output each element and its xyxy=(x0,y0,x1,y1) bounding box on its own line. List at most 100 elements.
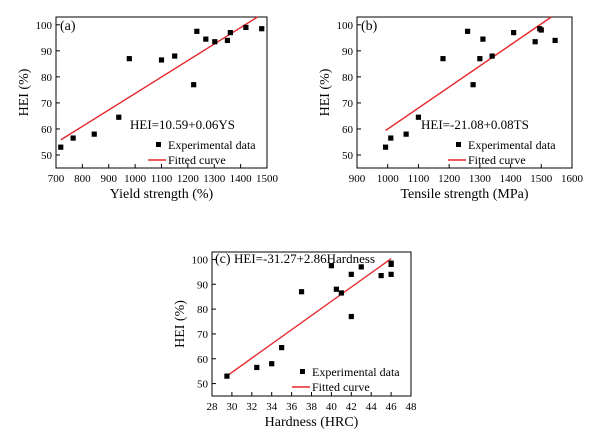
legend-label-fit: Fitted curve xyxy=(312,380,370,394)
fit-line-group xyxy=(385,16,552,132)
y-tick-labels: 50 60 70 80 90 100 xyxy=(337,20,354,162)
data-point xyxy=(259,26,265,32)
y-axis-label: HEI (%) xyxy=(173,300,188,348)
x-tick-label: 1200 xyxy=(177,173,200,185)
x-tick-label: 44 xyxy=(366,401,378,413)
data-point xyxy=(328,263,334,269)
points-group xyxy=(58,24,265,150)
data-point xyxy=(333,286,339,292)
x-axis-label: Hardness (HRC) xyxy=(265,415,359,430)
x-tick-marks xyxy=(55,164,268,168)
data-point xyxy=(70,135,76,141)
x-tick-labels: 900 1000 1100 1200 1300 1400 1500 1600 xyxy=(349,173,584,185)
x-tick-label: 30 xyxy=(226,401,238,413)
data-point xyxy=(172,53,178,59)
data-point xyxy=(511,30,517,36)
y-tick-label: 50 xyxy=(197,379,209,391)
data-point xyxy=(224,37,231,44)
data-point xyxy=(227,30,233,36)
x-tick-marks xyxy=(211,392,412,396)
data-point xyxy=(243,24,249,31)
y-tick-label: 60 xyxy=(342,124,354,136)
data-point xyxy=(191,82,197,88)
x-tick-label: 32 xyxy=(246,401,257,413)
data-point xyxy=(464,28,471,34)
data-point xyxy=(552,37,558,44)
legend-marker-square xyxy=(456,142,461,147)
x-tick-label: 1300 xyxy=(203,173,226,185)
data-point xyxy=(91,131,97,137)
y-tick-label: 50 xyxy=(41,150,53,162)
fit-line-group xyxy=(60,16,258,141)
data-point xyxy=(489,53,495,59)
legend-label-fit: Fitted curve xyxy=(468,153,526,167)
fit-line xyxy=(60,16,258,141)
fit-equation: HEI=-21.08+0.08TS xyxy=(421,117,529,132)
data-point xyxy=(58,144,64,150)
data-point xyxy=(338,290,344,296)
panel-label: (c) xyxy=(215,252,231,267)
y-tick-label: 100 xyxy=(192,254,209,266)
legend-marker-square xyxy=(156,142,161,147)
data-point xyxy=(388,135,394,141)
legend-label-data: Experimental data xyxy=(312,365,400,379)
y-tick-label: 60 xyxy=(197,354,209,366)
data-point xyxy=(477,56,483,62)
x-tick-label: 40 xyxy=(326,401,338,413)
x-tick-label: 46 xyxy=(386,401,398,413)
x-tick-label: 700 xyxy=(48,173,65,185)
data-point xyxy=(158,57,165,63)
plot-frame xyxy=(356,16,573,169)
fit-equation: HEI=-31.27+2.86Hardness xyxy=(234,251,375,266)
data-point xyxy=(440,56,446,62)
y-tick-marks xyxy=(212,258,216,385)
panel-b: (b) HEI=-21.08+0.08TS Experimental data … xyxy=(318,16,584,202)
panel-label: (b) xyxy=(361,19,378,34)
fit-line-group xyxy=(226,258,392,377)
data-point xyxy=(194,28,200,34)
x-axis-label: Tensile strength (MPa) xyxy=(400,187,528,202)
data-point xyxy=(269,361,275,367)
x-axis-label: Yield strength (%) xyxy=(110,187,214,202)
y-tick-label: 80 xyxy=(197,304,209,316)
data-point xyxy=(378,272,384,279)
x-tick-label: 1400 xyxy=(500,173,523,185)
x-tick-label: 1100 xyxy=(151,173,173,185)
legend-label-data: Experimental data xyxy=(168,138,256,152)
x-tick-label: 1400 xyxy=(230,173,253,185)
x-tick-label: 34 xyxy=(266,401,278,413)
y-tick-label: 90 xyxy=(41,46,53,58)
x-tick-label: 48 xyxy=(406,401,418,413)
y-tick-label: 70 xyxy=(342,98,354,110)
points-group xyxy=(224,260,394,379)
data-point xyxy=(279,344,285,351)
data-point xyxy=(415,114,422,120)
x-tick-label: 42 xyxy=(346,401,357,413)
legend-label-fit: Fitted curve xyxy=(168,153,226,167)
fit-equation: HEI=10.59+0.06YS xyxy=(130,117,235,132)
x-tick-label: 1300 xyxy=(469,173,492,185)
x-tick-label: 1600 xyxy=(561,173,584,185)
x-tick-label: 38 xyxy=(306,401,318,413)
y-tick-label: 70 xyxy=(41,98,53,110)
data-point xyxy=(403,131,409,137)
data-point xyxy=(388,271,394,277)
fit-line xyxy=(385,16,552,132)
data-point xyxy=(298,289,305,295)
y-tick-label: 50 xyxy=(342,150,354,162)
y-tick-label: 90 xyxy=(342,46,354,58)
legend-label-data: Experimental data xyxy=(468,138,556,152)
data-point xyxy=(212,39,218,45)
x-tick-label: 900 xyxy=(101,173,118,185)
y-tick-marks xyxy=(357,24,361,156)
data-point xyxy=(126,56,132,62)
data-point xyxy=(382,144,389,150)
x-tick-label: 1500 xyxy=(530,173,553,185)
panel-c: (c) HEI=-31.27+2.86Hardness Experimental… xyxy=(173,251,417,430)
x-tick-label: 1000 xyxy=(377,173,400,185)
y-tick-label: 100 xyxy=(36,20,53,32)
y-tick-labels: 50 60 70 80 90 100 xyxy=(36,20,53,162)
y-tick-label: 70 xyxy=(197,329,209,341)
x-tick-label: 1000 xyxy=(124,173,147,185)
